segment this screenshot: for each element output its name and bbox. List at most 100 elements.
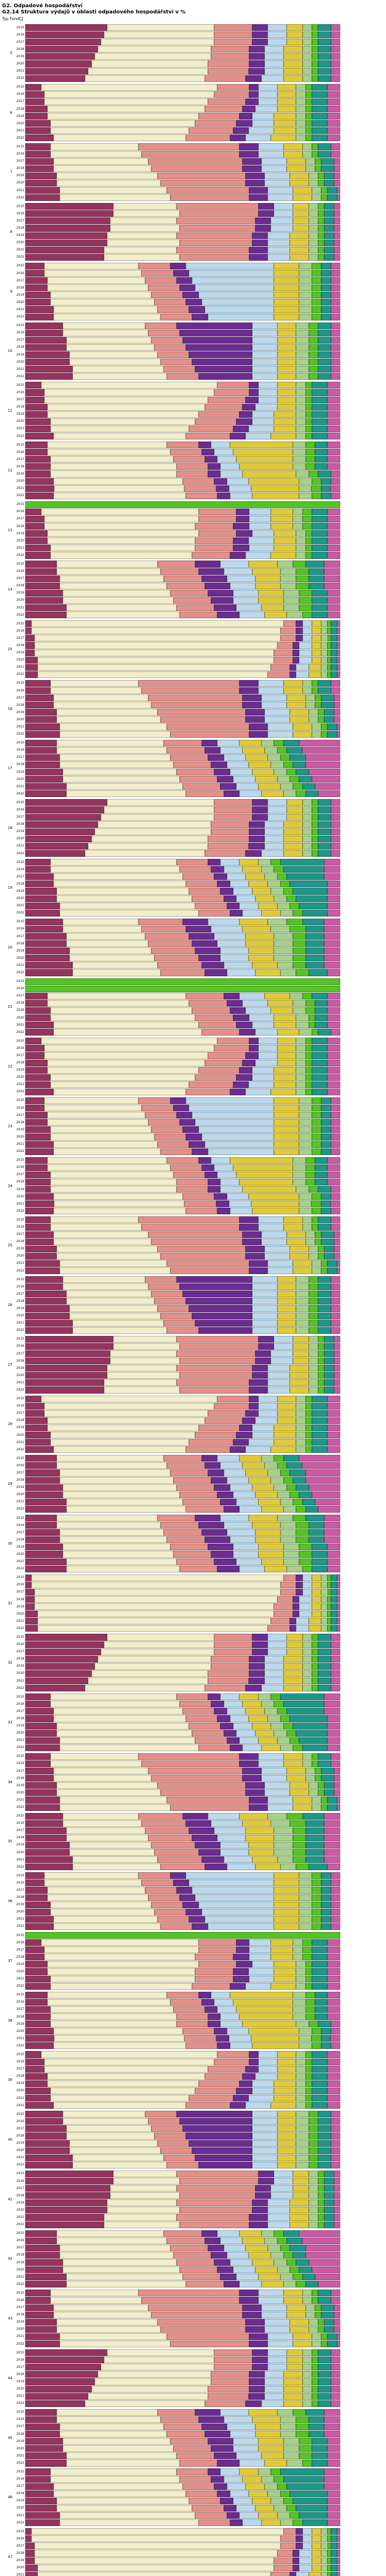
bar-segment — [337, 664, 340, 671]
bar-segment — [204, 1462, 221, 1469]
bar-segment — [274, 1603, 293, 1611]
bar-segment — [25, 2147, 69, 2154]
bar-segment — [318, 1753, 331, 1760]
bar-segment — [223, 2504, 236, 2512]
bar-segment — [25, 969, 73, 976]
bar-segment — [249, 2058, 258, 2065]
bar-segment — [261, 2311, 287, 2318]
bar-segment — [66, 783, 183, 790]
year-label: 2019 — [16, 1307, 24, 1311]
bar-segment — [252, 492, 300, 499]
year-label: 2015 — [16, 1098, 24, 1103]
stacked-bar — [25, 1618, 340, 1625]
bar-segment — [283, 1655, 303, 1663]
stacked-bar — [25, 597, 340, 604]
bar-segment — [327, 83, 340, 91]
bar-segment — [170, 754, 208, 761]
bar-row: 2019 — [14, 1424, 340, 1431]
bar-segment — [277, 1305, 296, 1312]
bar-segment — [195, 1975, 233, 1982]
bar-segment — [25, 277, 47, 284]
stacked-bar — [25, 1744, 340, 1751]
bar-segment — [57, 1462, 167, 1469]
stacked-bar — [25, 1059, 340, 1066]
bar-segment — [286, 158, 306, 165]
year-label: 2018 — [16, 1180, 24, 1184]
bar-segment — [25, 2290, 50, 2297]
bar-segment — [324, 1701, 340, 1708]
stacked-bar — [25, 2170, 340, 2177]
bar-segment — [192, 2504, 224, 2512]
bar-segment — [311, 1872, 322, 1879]
stacked-bar — [25, 98, 340, 105]
bar-segment — [305, 1178, 315, 1186]
bar-segment — [311, 1887, 322, 1894]
bar-row: 2020 — [14, 1849, 340, 1856]
bar-segment — [170, 1544, 208, 1551]
bar-segment — [207, 1410, 246, 1417]
bar-segment — [204, 1417, 243, 1424]
bar-segment — [220, 1693, 240, 1701]
bar-segment — [207, 589, 233, 597]
bar-segment — [265, 2371, 284, 2378]
bar-segment — [308, 2571, 322, 2576]
bar-segment — [265, 2326, 290, 2333]
bar-segment — [311, 806, 319, 814]
stacked-bar — [25, 1157, 340, 1164]
bar-segment — [299, 2266, 312, 2274]
bar-segment — [315, 165, 322, 172]
bar-segment — [293, 723, 312, 731]
bar-segment — [318, 239, 325, 246]
bar-segment — [195, 1968, 233, 1975]
bar-segment — [25, 1551, 63, 1558]
bar-segment — [327, 1059, 340, 1066]
bar-segment — [25, 1529, 60, 1536]
bar-segment — [311, 1267, 322, 1275]
bar-segment — [192, 940, 218, 947]
bar-segment — [170, 1267, 249, 1275]
bar-segment — [311, 2028, 322, 2035]
bar-segment — [148, 940, 192, 947]
bar-segment — [305, 442, 315, 449]
bar-segment — [252, 31, 268, 39]
bar-segment — [249, 53, 265, 60]
stacked-bar — [25, 336, 340, 344]
bar-segment — [327, 432, 340, 440]
bar-row: 2018 — [14, 642, 340, 649]
bar-segment — [57, 179, 161, 187]
stacked-bar — [25, 1908, 340, 1916]
bar-segment — [311, 1663, 319, 1670]
bar-segment — [324, 716, 334, 723]
year-label: 2016 — [16, 2536, 24, 2540]
bar-segment — [25, 2021, 50, 2028]
bar-segment — [25, 664, 38, 671]
bar-row: 2016 — [14, 1879, 340, 1887]
bar-segment — [245, 1252, 265, 1260]
bar-row: 2016 — [14, 1164, 340, 1171]
bar-segment — [290, 2244, 306, 2251]
year-label: 2020 — [16, 121, 24, 125]
bar-segment — [277, 902, 290, 909]
stacked-bar — [25, 1737, 340, 1744]
bar-segment — [25, 1939, 41, 1946]
bar-segment — [311, 382, 328, 389]
bar-segment — [54, 1446, 186, 1453]
bar-segment — [239, 687, 258, 694]
bar-segment — [138, 680, 240, 687]
bar-segment — [239, 1753, 258, 1760]
bar-segment — [60, 1477, 173, 1484]
bar-segment — [286, 1775, 306, 1782]
bar-segment — [311, 2080, 328, 2087]
stacked-bar — [25, 1789, 340, 1797]
bar-segment — [94, 2378, 212, 2385]
year-label: 2015 — [16, 1039, 24, 1043]
year-label: 2016 — [16, 2000, 24, 2004]
bar-segment — [290, 709, 309, 716]
bar-segment — [302, 1760, 312, 1768]
bar-segment — [274, 530, 296, 537]
bar-segment — [293, 1335, 309, 1343]
bar-segment — [107, 1372, 180, 1379]
bar-group: 12 2015 2016 2017 2018 2019 2020 2021 2022 — [2, 440, 386, 500]
